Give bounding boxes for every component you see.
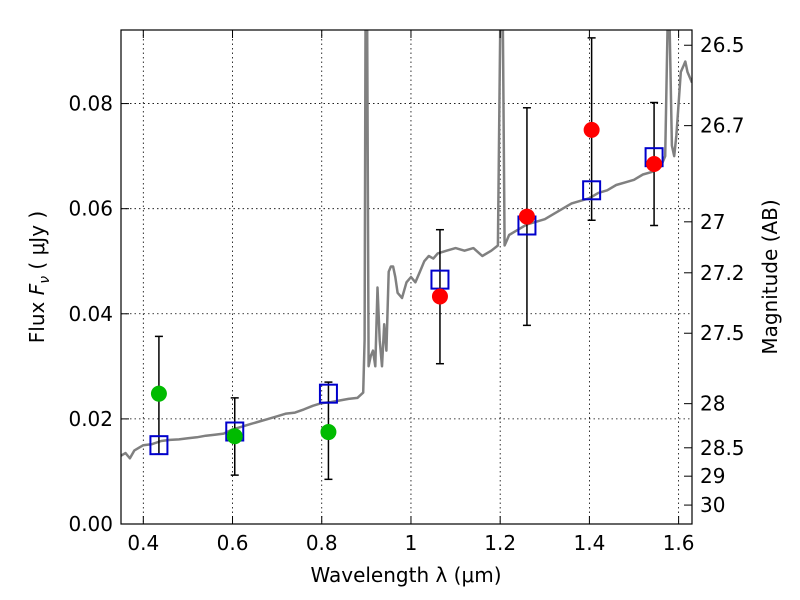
data-points <box>149 37 664 481</box>
right-tick-label: 26.5 <box>700 33 745 57</box>
data-point <box>518 208 535 225</box>
data-point <box>320 424 337 441</box>
x-tick-label: 1.6 <box>663 531 695 555</box>
x-tick-label: 0.8 <box>306 531 338 555</box>
y-tick-label: 0.02 <box>68 407 113 431</box>
right-tick-label: 27 <box>700 210 725 234</box>
data-point <box>583 121 600 138</box>
plot-area <box>121 30 692 524</box>
x-tick-label: 1 <box>405 531 418 555</box>
right-tick-label: 27.2 <box>700 261 745 285</box>
y-tick-label: 0.06 <box>68 197 113 221</box>
y-tick-label: 0.04 <box>68 302 113 326</box>
right-tick-label: 28.5 <box>700 436 745 460</box>
y-axis-label: Flux Fν ( μJy ) <box>25 211 53 343</box>
spectrum-line <box>121 30 692 460</box>
data-point <box>150 385 167 402</box>
model-square <box>149 435 169 456</box>
data-point <box>431 288 448 305</box>
x-tick-label: 0.4 <box>127 531 159 555</box>
x-tick-label: 1.2 <box>484 531 516 555</box>
model-square <box>582 180 602 201</box>
x-tick-label: 1.4 <box>573 531 605 555</box>
right-tick-label: 27.5 <box>700 321 745 345</box>
right-tick-label: 29 <box>700 464 725 488</box>
y-tick-label: 0.00 <box>68 512 113 536</box>
model-square <box>318 383 338 404</box>
right-tick-label: 28 <box>700 392 725 416</box>
x-tick-label: 0.6 <box>217 531 249 555</box>
right-axis-label: Magnitude (AB) <box>758 199 782 354</box>
right-tick-label: 26.7 <box>700 114 745 138</box>
model-spectrum <box>121 30 692 460</box>
x-axis-label: Wavelength λ (μm) <box>310 563 501 587</box>
right-tick-label: 30 <box>700 493 725 517</box>
axis-ticks: 0.4 0.6 0.8 1 1.2 1.4 1.6 0.00 0.02 0.04 0.06 0.08 2… <box>68 30 745 555</box>
y-tick-label: 0.08 <box>68 92 113 116</box>
plot-frame <box>120 29 693 525</box>
data-point <box>226 428 243 445</box>
data-point <box>646 156 663 173</box>
